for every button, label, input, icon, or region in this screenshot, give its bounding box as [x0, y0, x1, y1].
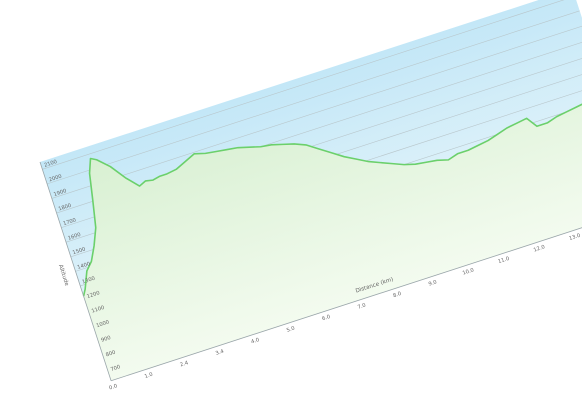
y-tick-label: 1400: [77, 261, 91, 271]
x-tick-label: 11.0: [497, 256, 510, 265]
chart-plot-group: 0.0 1.0 2.4 3.4 4.0 5.0 6.0 7.0 8.0 9.0 10.0 11.0 12…: [39, 0, 582, 392]
x-tick-label: 2.4: [179, 360, 189, 368]
x-tick-label: 0.0: [108, 383, 118, 391]
x-tick-label: 6.0: [321, 314, 331, 322]
x-tick-label: 13.0: [568, 233, 581, 242]
y-tick-label: 1000: [96, 319, 110, 329]
x-tick-label: 8.0: [392, 291, 402, 299]
grid-line: [47, 10, 580, 185]
y-tick-label: 1500: [72, 247, 86, 257]
y-tick-label: 2100: [44, 159, 58, 169]
grid-line: [42, 0, 576, 170]
x-tick-label: 7.0: [357, 303, 367, 311]
x-tick-label: 1.0: [144, 372, 154, 380]
y-tick-label: 2000: [48, 174, 62, 184]
y-tick-labels: 700 800 900 1000 1100 1200 1300 1400 1500 1600 170…: [44, 159, 122, 373]
x-tick-label: 12.0: [533, 244, 546, 253]
y-tick-label: 800: [105, 350, 116, 359]
y-tick-label: 1800: [58, 203, 72, 213]
x-tick-label: 10.0: [462, 267, 475, 276]
x-tick-label: 9.0: [428, 279, 438, 287]
y-tick-label: 1900: [53, 188, 67, 198]
y-tick-label: 1700: [62, 217, 76, 227]
y-tick-label: 1300: [81, 276, 95, 286]
x-tick-label: 5.0: [286, 326, 296, 334]
x-tick-labels: 0.0 1.0 2.4 3.4 4.0 5.0 6.0 7.0 8.0 9.0 10.0 11.0 12…: [108, 233, 581, 392]
y-axis-title: Altitude: [57, 264, 70, 287]
y-tick-label: 1100: [91, 305, 105, 315]
elevation-area: [83, 91, 582, 381]
y-tick-label: 1600: [67, 232, 81, 242]
x-tick-label: 3.4: [215, 348, 225, 356]
x-axis-line: [110, 207, 582, 382]
x-tick-label: 4.0: [250, 337, 260, 345]
y-axis-line: [39, 161, 112, 381]
elevation-line: [82, 90, 582, 297]
y-tick-label: 1200: [86, 290, 100, 300]
y-tick-label: 900: [100, 335, 111, 344]
y-tick-label: 700: [110, 364, 121, 373]
grid-line: [51, 25, 582, 199]
